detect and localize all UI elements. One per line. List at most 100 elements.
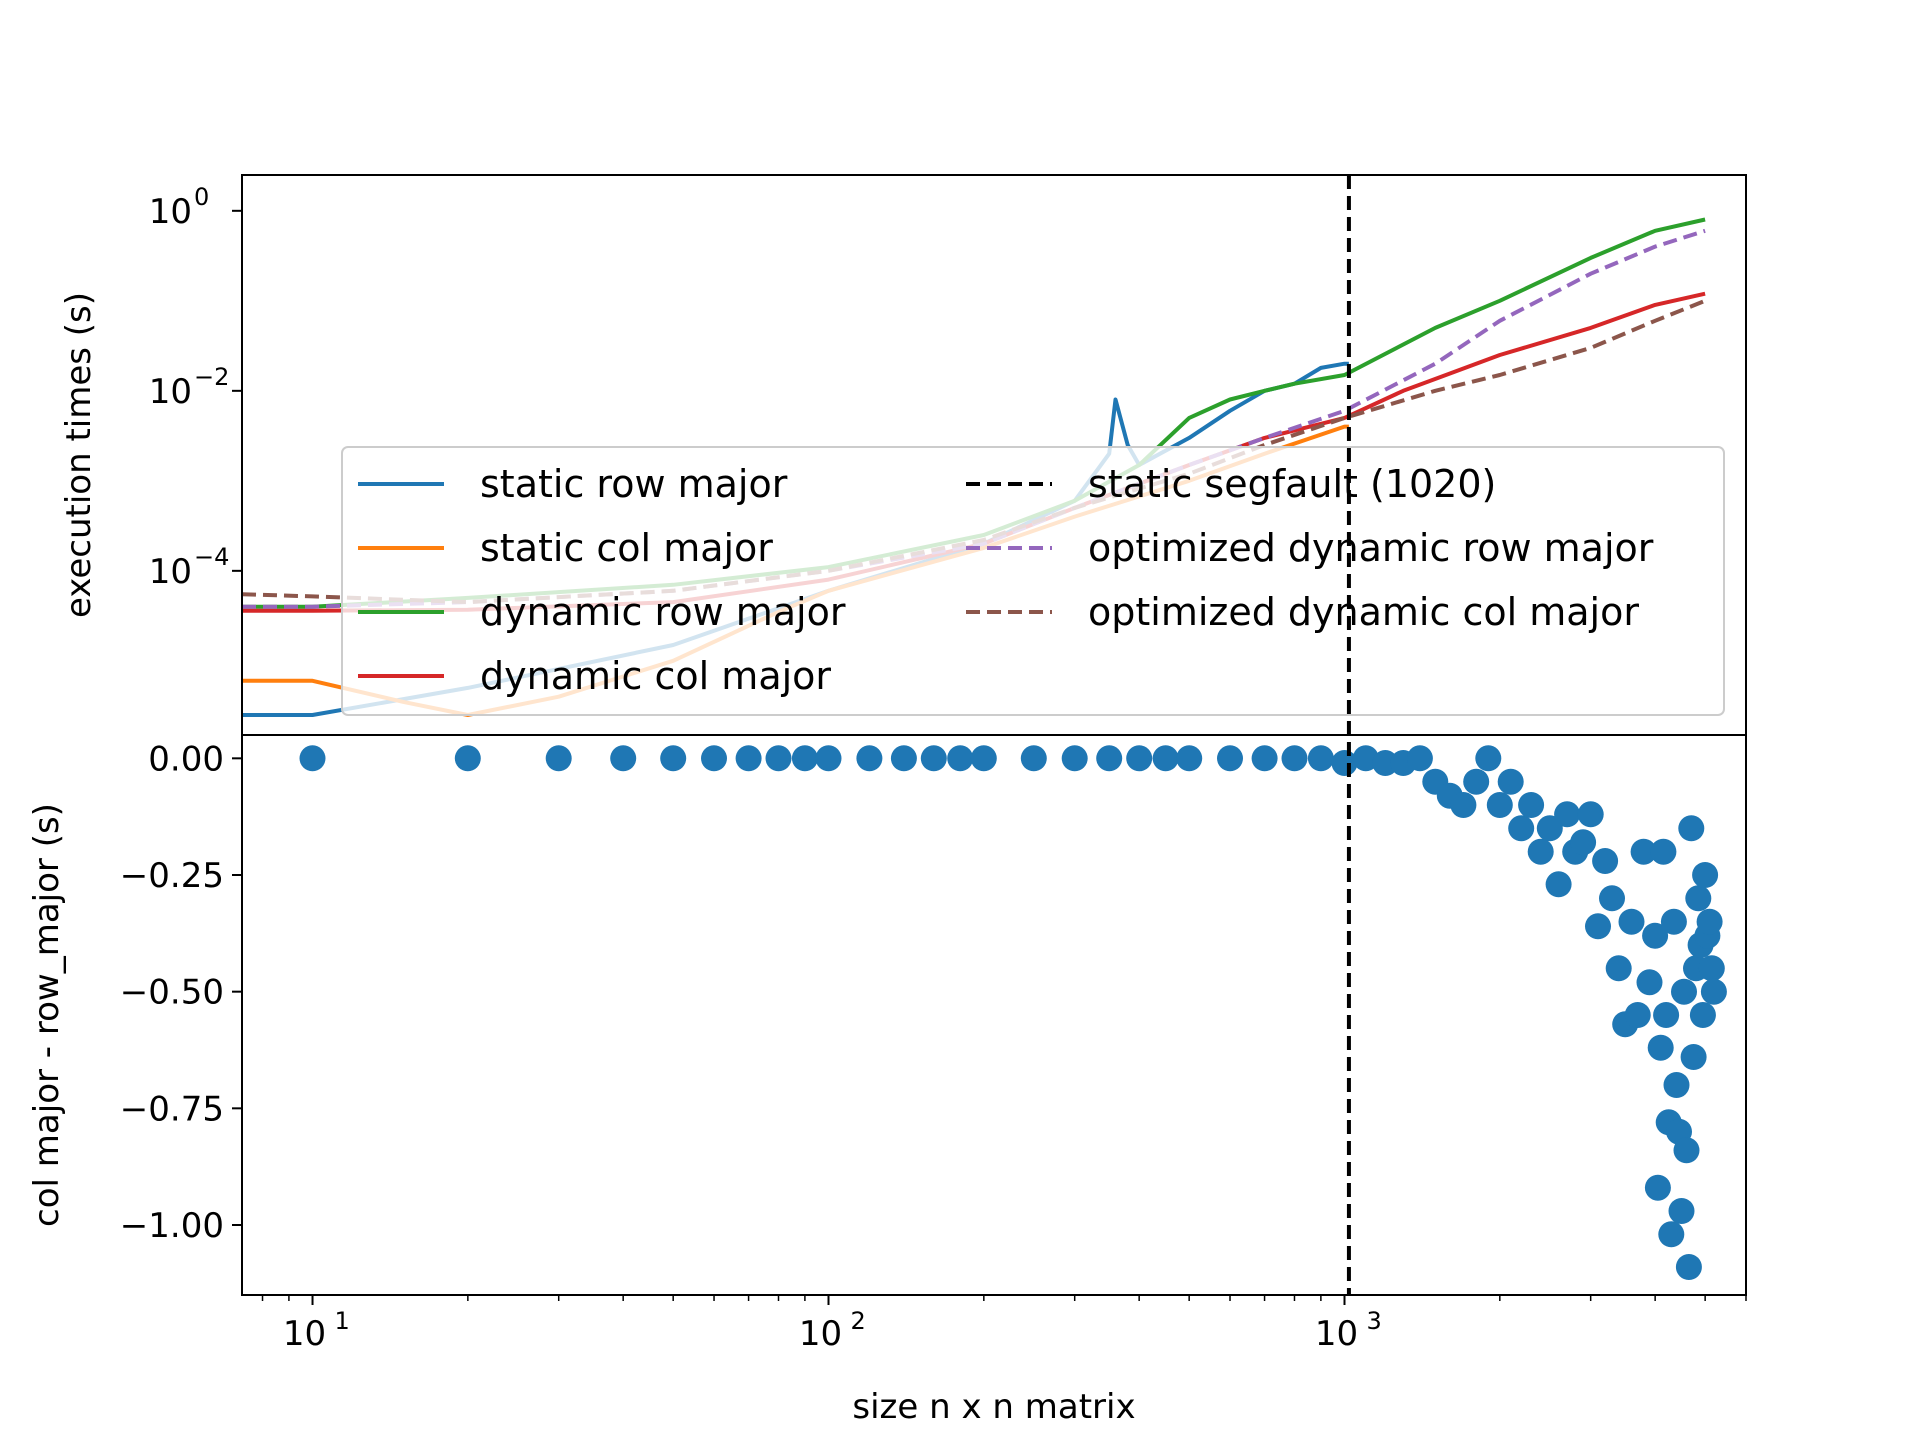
bottom-y-tick-label: 0.00: [148, 739, 224, 779]
bottom-y-tick-label: −0.75: [120, 1089, 224, 1129]
scatter-points-layer: [299, 745, 1727, 1280]
top-y-tick-exponent: −4: [194, 543, 229, 571]
scatter-point: [1352, 745, 1379, 772]
legend-label: static row major: [480, 462, 788, 506]
scatter-point: [1636, 969, 1663, 996]
scatter-point: [1518, 792, 1545, 818]
scatter-point: [1545, 871, 1572, 898]
scatter-point: [1176, 745, 1203, 772]
top-y-tick-label: 10: [149, 192, 192, 232]
legend-label: dynamic row major: [480, 590, 846, 634]
scatter-point: [1663, 1072, 1690, 1098]
x-tick-label: 10: [1315, 1314, 1358, 1354]
scatter-point: [1570, 829, 1597, 856]
scatter-point: [1644, 1174, 1671, 1201]
scatter-point: [1281, 745, 1308, 772]
scatter-point: [1554, 801, 1581, 828]
scatter-point: [1217, 745, 1243, 772]
bottom-y-tick-label: −0.25: [120, 856, 224, 896]
scatter-point: [735, 745, 762, 772]
scatter-point: [1696, 908, 1723, 935]
scatter-point: [545, 745, 572, 772]
scatter-point: [791, 745, 818, 772]
scatter-point: [1692, 862, 1719, 888]
legend-label: static segfault (1020): [1088, 462, 1496, 506]
top-y-axis-label: execution times (s): [59, 292, 99, 618]
legend-label: static col major: [480, 526, 773, 570]
scatter-point: [1689, 1002, 1716, 1028]
scatter-point: [1536, 815, 1563, 842]
scatter-point: [1475, 745, 1502, 772]
scatter-point: [1605, 955, 1632, 982]
scatter-point: [1450, 792, 1477, 818]
top-y-tick-exponent: −2: [194, 363, 229, 391]
scatter-point: [1307, 745, 1334, 772]
x-axis-label: size n x n matrix: [852, 1387, 1135, 1427]
scatter-point: [1331, 750, 1358, 776]
scatter-point: [1585, 913, 1611, 940]
x-tick-label: 10: [799, 1314, 842, 1354]
scatter-point: [1251, 745, 1278, 772]
scatter-point: [1020, 745, 1047, 772]
scatter-point: [1680, 1044, 1707, 1070]
x-tick-label: 10: [283, 1314, 326, 1354]
scatter-point: [1671, 978, 1697, 1005]
scatter-point: [1678, 815, 1705, 842]
scatter-point: [1642, 922, 1669, 949]
scatter-point: [1486, 792, 1513, 818]
scatter-point: [1096, 745, 1123, 772]
legend-box: [341, 446, 1725, 716]
scatter-point: [1152, 745, 1179, 772]
scatter-point: [1630, 838, 1657, 865]
x-tick-exponent: 1: [335, 1307, 350, 1335]
scatter-point: [1577, 801, 1604, 828]
x-axis-ticks: 10 1 10 2 10 3: [261, 1295, 1747, 1354]
bottom-axes-frame: [241, 734, 1747, 1296]
scatter-point: [1061, 745, 1088, 772]
top-y-tick-label: 10: [149, 372, 192, 412]
scatter-point: [1658, 1221, 1685, 1248]
top-y-tick-label: 10: [149, 552, 192, 592]
scatter-point: [1508, 815, 1535, 842]
scatter-point: [1372, 750, 1399, 776]
scatter-point: [1698, 955, 1725, 982]
bottom-y-axis-label: col major - row_major (s): [27, 803, 67, 1227]
legend-label: optimized dynamic row major: [1088, 526, 1654, 570]
legend-label: dynamic col major: [480, 654, 831, 698]
scatter-point: [701, 745, 727, 772]
scatter-point: [299, 745, 326, 772]
scatter-point: [1406, 745, 1433, 772]
scatter-point: [1660, 908, 1687, 935]
scatter-point: [947, 745, 974, 772]
scatter-point: [660, 745, 687, 772]
scatter-point: [856, 745, 883, 772]
x-tick-exponent: 3: [1366, 1307, 1381, 1335]
scatter-point: [970, 745, 997, 772]
x-tick-exponent: 2: [851, 1307, 866, 1335]
scatter-point: [1650, 838, 1677, 865]
bottom-y-tick-label: −1.00: [120, 1206, 224, 1246]
scatter-point: [1700, 978, 1727, 1005]
scatter-point: [1673, 1137, 1700, 1164]
scatter-point: [890, 745, 917, 772]
scatter-point: [1675, 1254, 1702, 1280]
scatter-point: [1463, 768, 1490, 795]
scatter-point: [1653, 1002, 1680, 1028]
scatter-point: [1647, 1034, 1674, 1061]
scatter-point: [815, 745, 842, 772]
scatter-point: [1668, 1198, 1695, 1224]
legend: static row major static col major dynamic …: [341, 446, 1725, 716]
scatter-point: [610, 745, 637, 772]
scatter-point: [1599, 885, 1625, 912]
scatter-point: [1592, 848, 1619, 874]
legend-label: optimized dynamic col major: [1088, 590, 1639, 634]
scatter-point: [1497, 768, 1524, 795]
scatter-point: [1527, 838, 1554, 865]
scatter-point: [1624, 1002, 1651, 1028]
bottom-y-tick-label: −0.50: [120, 973, 224, 1013]
scatter-point: [1685, 885, 1712, 912]
scatter-point: [1618, 908, 1645, 935]
top-y-tick-exponent: 0: [194, 183, 209, 211]
